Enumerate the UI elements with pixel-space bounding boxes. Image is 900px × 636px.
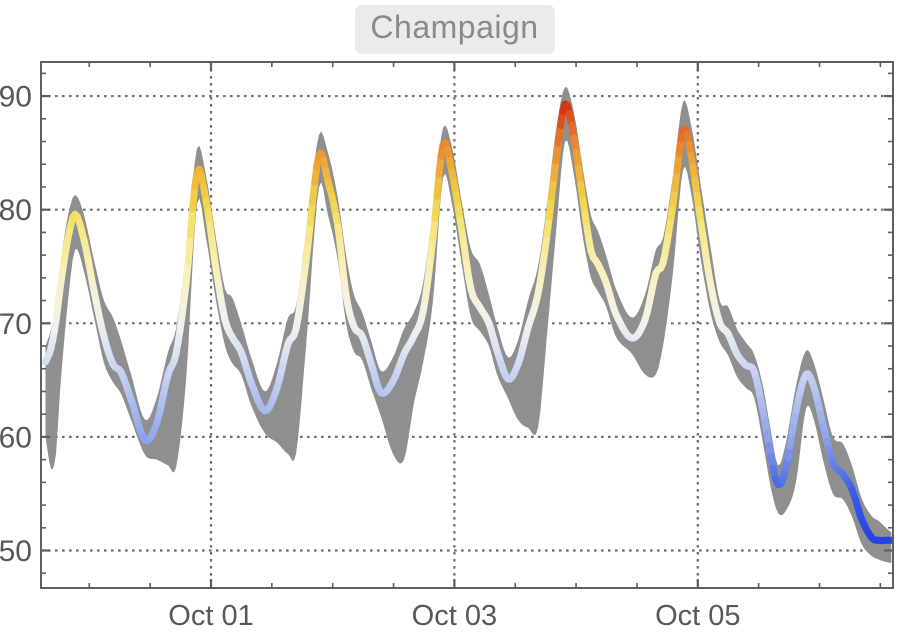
- svg-text:60: 60: [0, 421, 32, 454]
- svg-text:70: 70: [0, 308, 32, 341]
- svg-text:50: 50: [0, 535, 32, 568]
- svg-text:90: 90: [0, 81, 32, 114]
- svg-text:Oct 03: Oct 03: [412, 600, 497, 632]
- chart-title: Champaign: [370, 9, 539, 45]
- uncertainty-band: [45, 87, 892, 563]
- temperature-line: [42, 100, 894, 544]
- chart-title-badge: Champaign: [354, 5, 555, 54]
- svg-text:Oct 05: Oct 05: [655, 600, 740, 632]
- axis-ticks: [41, 62, 893, 588]
- svg-text:Oct 01: Oct 01: [168, 600, 253, 632]
- svg-text:80: 80: [0, 194, 32, 227]
- gridlines: [41, 62, 893, 588]
- axis-tick-labels: 50 60 70 80 90 Oct 01 Oct 03 Oct 05: [0, 81, 741, 632]
- plot-frame: [40, 61, 894, 589]
